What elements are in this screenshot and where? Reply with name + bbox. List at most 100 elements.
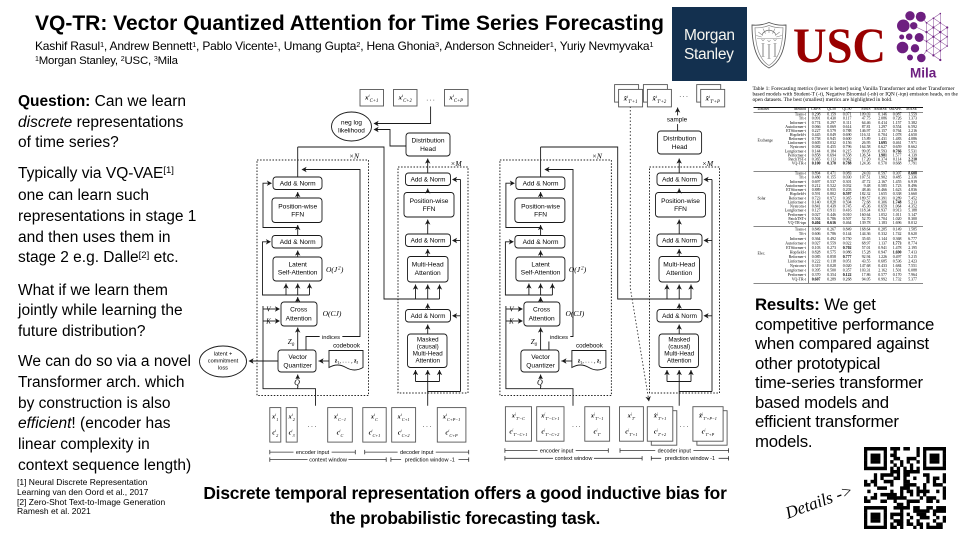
svg-text:ciC+1: ciC+1 [369, 428, 381, 438]
svg-text:Attention: Attention [667, 358, 692, 365]
svg-text:prediction window -1: prediction window -1 [665, 456, 715, 462]
svg-text:. . .: . . . [426, 97, 435, 103]
svg-text:Q: Q [537, 378, 543, 387]
svg-text:xiC+P−1: xiC+P−1 [442, 412, 460, 422]
svg-text:Latent: Latent [531, 262, 550, 269]
svg-text:xiT′−1: xiT′−1 [590, 411, 603, 421]
svg-text:ciC+P: ciC+P [446, 428, 458, 438]
svg-text:Distribution: Distribution [663, 136, 696, 143]
svg-text:indices: indices [550, 335, 568, 341]
svg-text:xiT′: xiT′ [627, 411, 635, 421]
svg-text:encoder input: encoder input [540, 448, 574, 454]
svg-text:xiT′−C+1: xiT′−C+1 [540, 411, 559, 421]
svg-text:codebook: codebook [333, 343, 361, 350]
svg-text:Self-Attention: Self-Attention [521, 270, 561, 277]
svg-text:. . .: . . . [308, 423, 317, 429]
svg-text:Self-Attention: Self-Attention [278, 270, 318, 277]
svg-text:Head: Head [672, 144, 688, 151]
svg-text:FFN: FFN [674, 206, 687, 213]
svg-text:xiC−1: xiC−1 [333, 412, 346, 422]
svg-text:xiT′−C: xiT′−C [511, 411, 525, 421]
svg-text:Z0: Z0 [531, 338, 538, 348]
svg-text:z1, . . . , zJ: z1, . . . , zJ [578, 359, 602, 366]
svg-text:Add & Norm: Add & Norm [411, 313, 446, 320]
svg-text:. . .: . . . [572, 423, 581, 429]
svg-text:×M: ×M [450, 159, 462, 168]
svg-text:xiC+2: xiC+2 [398, 93, 413, 104]
svg-text:Position-wise: Position-wise [278, 204, 317, 211]
svg-text:Latent: Latent [289, 262, 308, 269]
svg-text:. . .: . . . [680, 423, 689, 429]
svg-text:ciT′+P: ciT′+P [702, 427, 715, 437]
svg-text:xiC+1: xiC+1 [397, 412, 410, 422]
svg-text:ciT′+1: ciT′+1 [625, 427, 637, 437]
svg-text:prediction window -1: prediction window -1 [405, 457, 455, 463]
svg-text:Position-wise: Position-wise [661, 198, 700, 205]
svg-text:Add & Norm: Add & Norm [662, 177, 697, 184]
svg-text:FFN: FFN [534, 212, 547, 219]
svg-text:Add & Norm: Add & Norm [523, 239, 559, 246]
svg-text:xi2: xi2 [288, 412, 296, 422]
svg-text:Attention: Attention [286, 316, 312, 323]
svg-text:×N: ×N [349, 152, 360, 161]
svg-text:Multi-Head: Multi-Head [412, 262, 444, 269]
svg-text:. . .: . . . [679, 93, 688, 99]
svg-text:Attention: Attention [415, 270, 441, 277]
svg-text:Position-wise: Position-wise [410, 198, 449, 205]
svg-text:Add & Norm: Add & Norm [662, 313, 697, 320]
svg-text:×M: ×M [702, 159, 714, 168]
svg-text:Mila: Mila [910, 66, 937, 81]
svg-text:Add & Norm: Add & Norm [411, 177, 446, 184]
svg-text:(causal): (causal) [417, 344, 439, 351]
svg-text:O(J2): O(J2) [569, 265, 587, 274]
svg-text:Z0: Z0 [288, 338, 295, 348]
svg-text:ciT′: ciT′ [594, 427, 601, 437]
svg-text:indices: indices [322, 335, 340, 341]
svg-text:context window: context window [309, 457, 347, 463]
svg-text:ci3: ci3 [289, 428, 295, 438]
svg-text:decoder input: decoder input [658, 448, 692, 454]
svg-text:x̂iT′+1: x̂iT′+1 [653, 411, 666, 421]
svg-text:Cross: Cross [290, 307, 308, 314]
svg-text:x̂iT′+P−1: x̂iT′+P−1 [698, 411, 717, 421]
svg-text:Multi-Head: Multi-Head [664, 351, 694, 358]
svg-text:FFN: FFN [423, 206, 436, 213]
svg-text:Attention: Attention [415, 358, 440, 365]
svg-text:K: K [508, 319, 514, 326]
svg-text:xi1: xi1 [271, 412, 278, 422]
svg-text:xiC+1: xiC+1 [364, 93, 378, 104]
svg-text:V: V [509, 307, 514, 314]
svg-text:USC: USC [793, 20, 886, 70]
svg-text:Add & Norm: Add & Norm [280, 239, 316, 246]
svg-text:Head: Head [420, 146, 436, 153]
svg-text:Multi-Head: Multi-Head [663, 262, 695, 269]
svg-text:Q: Q [294, 378, 300, 387]
svg-text:Add & Norm: Add & Norm [411, 238, 446, 245]
svg-text:ciC: ciC [337, 428, 344, 438]
svg-text:commitment: commitment [208, 359, 239, 365]
svg-text:x̂iT′+1: x̂iT′+1 [623, 94, 638, 105]
svg-text:neg log: neg log [341, 120, 362, 127]
svg-text:Multi-Head: Multi-Head [413, 351, 443, 358]
svg-text:Add & Norm: Add & Norm [662, 238, 697, 245]
svg-text:O(CJ): O(CJ) [323, 309, 342, 318]
svg-text:Quantizer: Quantizer [283, 363, 312, 370]
svg-text:ciT′−C+2: ciT′−C+2 [541, 427, 560, 437]
svg-text:latent +: latent + [214, 352, 233, 358]
svg-text:Masked: Masked [417, 337, 439, 344]
svg-text:O(J2): O(J2) [326, 265, 344, 274]
svg-text:(causal): (causal) [668, 344, 690, 351]
svg-text:. . .: . . . [423, 423, 432, 429]
svg-text:Masked: Masked [668, 337, 690, 344]
svg-text:ciT′−C+1: ciT′−C+1 [510, 427, 528, 437]
svg-text:ciT′+2: ciT′+2 [654, 427, 667, 437]
svg-text:Vector: Vector [531, 354, 550, 361]
svg-text:codebook: codebook [576, 343, 604, 350]
svg-text:Cross: Cross [533, 307, 551, 314]
svg-text:FFN: FFN [291, 212, 304, 219]
svg-text:Attention: Attention [666, 270, 692, 277]
svg-text:loss: loss [218, 366, 228, 372]
svg-text:xiC+P: xiC+P [448, 93, 463, 104]
svg-text:context window: context window [555, 456, 593, 462]
svg-text:Position-wise: Position-wise [521, 204, 560, 211]
